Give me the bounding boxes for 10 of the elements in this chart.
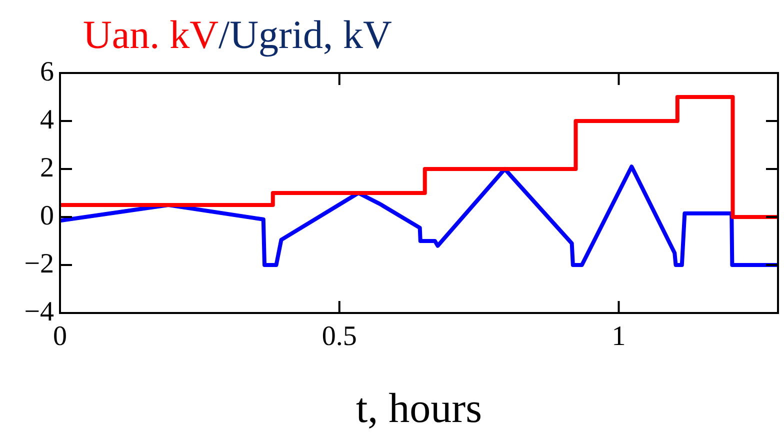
y-tick-label: 6 xyxy=(40,56,54,88)
y-tick-label: −4 xyxy=(24,296,54,328)
x-axis-title: t, hours xyxy=(356,386,482,432)
chart-title: Uan. kV/Ugrid, kV xyxy=(83,12,392,57)
y-tick-label: 2 xyxy=(40,152,54,184)
x-tick-label: 0.5 xyxy=(322,321,357,352)
y-tick-label: 0 xyxy=(40,200,54,232)
y-tick-label: −2 xyxy=(24,248,54,280)
x-tick-label: 1 xyxy=(612,321,626,352)
y-tick-label: 4 xyxy=(40,104,54,136)
